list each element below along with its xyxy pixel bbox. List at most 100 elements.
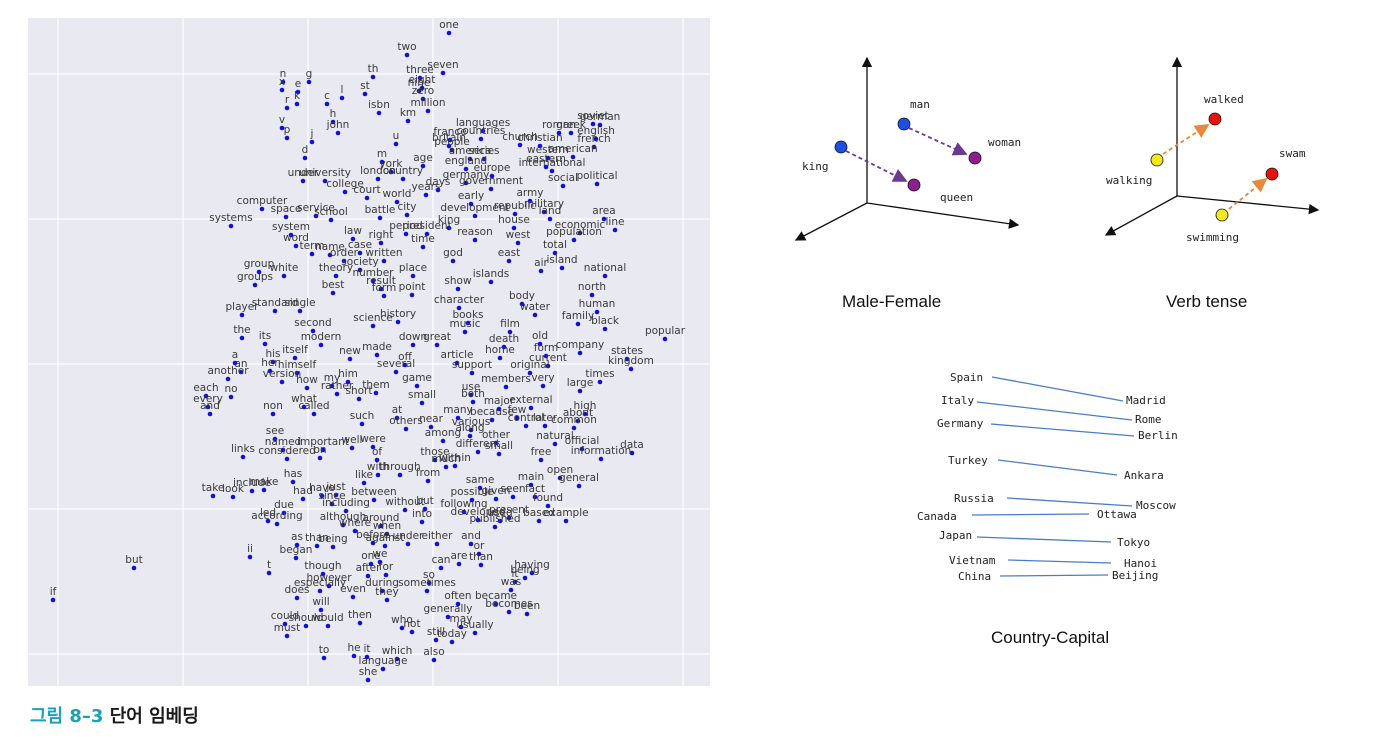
word-point [310,328,316,334]
word-label: even [340,583,366,595]
word-label: people [434,136,470,148]
word-point [341,258,347,264]
country-label: China [958,570,991,583]
word-point [292,355,298,361]
word-label: km [400,107,416,119]
word-label: two [397,41,416,53]
word-label: make [250,476,279,488]
word-point [403,231,409,237]
word-label: his [265,348,280,360]
word-point [506,515,512,521]
word-point [468,201,474,207]
word-point [205,404,211,410]
word-label: college [326,178,364,190]
word-point [431,657,437,663]
word-point [523,423,529,429]
capital-label: Hanoi [1124,557,1157,570]
word-point [529,570,535,576]
word-point [394,415,400,421]
word-label: may [450,613,473,625]
word-label: but [125,554,142,566]
capital-label: Berlin [1138,429,1178,442]
word-label: found [533,492,563,504]
word-label: home [485,344,515,356]
word-point [420,96,426,102]
word-label: led [260,507,276,519]
word-point [528,405,534,411]
word-point [365,677,371,683]
word-label: name [315,241,345,253]
word-point [375,472,381,478]
word-label: old [532,330,548,342]
word-point [329,501,335,507]
word-point [496,451,502,457]
word-label: company [556,339,604,351]
word-point [359,421,365,427]
word-point [452,463,458,469]
word-point [280,447,286,453]
word-point [497,355,503,361]
word-point [591,144,597,150]
word-label: three [406,64,434,76]
word-point [438,565,444,571]
word-point [230,494,236,500]
word-label: under [393,530,424,542]
word-point [409,292,415,298]
word-point [512,211,518,217]
word-point [543,353,549,359]
word-label: space [271,203,302,215]
germany-berlin-line [990,423,1135,437]
word-point [419,85,425,91]
word-point [493,496,499,502]
word-point [330,119,336,125]
country-label: Spain [950,371,983,384]
word-point [552,441,558,447]
china-beijing-line [999,574,1109,577]
word-point [538,268,544,274]
word-point [267,368,273,374]
word-label: published [469,513,520,525]
word-label: between [351,486,396,498]
capital-label: Ottawa [1097,508,1137,521]
word-point [302,155,308,161]
word-label: control [508,412,544,424]
word-label: became [475,590,517,602]
word-point [435,187,441,193]
capital-label: Moscow [1136,499,1176,512]
word-label: data [620,439,644,451]
word-label: would [312,612,343,624]
word-label: links [231,443,255,455]
word-point [320,571,326,577]
word-point [311,411,317,417]
word-label: second [294,317,331,329]
word-label: possible [451,486,494,498]
word-point [542,423,548,429]
word-label: at [392,404,403,416]
word-point [480,128,486,134]
word-label: player [225,301,259,313]
word-point [662,336,668,342]
word-point [425,108,431,114]
word-point [414,383,420,389]
word-point [340,522,346,528]
word-point [318,607,324,613]
word-point [547,216,553,222]
word-label: natural [536,430,574,442]
word-point [274,521,280,527]
word-point [362,91,368,97]
word-label: today [437,628,467,640]
word-label: among [425,427,461,439]
word-point [629,450,635,456]
country-label: Vietnam [949,554,996,567]
word-point [370,74,376,80]
word-label: point [399,281,426,293]
word-label: john [326,119,350,131]
word-point [432,457,438,463]
word-point [352,528,358,534]
word-label: along [455,422,484,434]
word-point [339,95,345,101]
word-label: king [438,214,460,226]
word-point [357,250,363,256]
word-point [493,601,499,607]
word-point [598,456,604,462]
